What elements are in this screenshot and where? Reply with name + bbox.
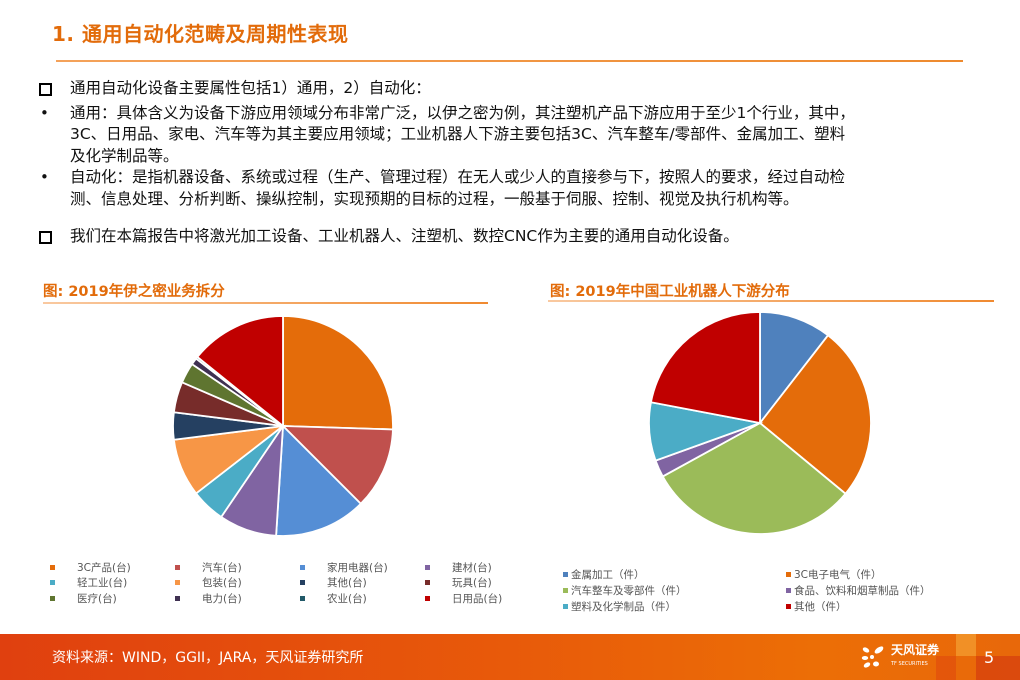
decor-block	[976, 656, 1020, 680]
pie-slice	[661, 421, 847, 535]
chart-title-left: 图: 2019年伊之密业务拆分	[43, 284, 225, 300]
pie-chart-robot-downstream	[648, 311, 872, 535]
legend-item: 日用品(台)	[425, 591, 525, 605]
legend-swatch-icon	[300, 580, 305, 585]
legend-label: 食品、饮料和烟草制品（件）	[794, 585, 931, 597]
legend-item: 汽车整车及零部件（件）	[563, 583, 786, 598]
legend-label: 电力(台)	[202, 592, 242, 605]
bullet-icon: •	[40, 103, 49, 122]
legend-item: 金属加工（件）	[563, 567, 786, 582]
legend-right: 金属加工（件） 3C电子电气（件） 汽车整车及零部件（件） 食品、饮料和烟草制品（件）…	[563, 567, 963, 614]
legend-item: 其他(台)	[300, 576, 425, 590]
legend-item: 其他（件）	[786, 599, 963, 614]
point-2: 我们在本篇报告中将激光加工设备、工业机器人、注塑机、数控CNC作为主要的通用自动…	[38, 226, 978, 251]
legend-label: 玩具(台)	[452, 577, 492, 589]
pie-slice	[280, 425, 394, 506]
legend-swatch-icon	[786, 604, 791, 609]
legend-label: 金属加工（件）	[571, 569, 645, 581]
legend-item: 建材(台)	[425, 560, 525, 574]
legend-swatch-icon	[175, 564, 180, 570]
legend-label: 3C电子电气（件）	[794, 569, 882, 581]
logo-subtext: TF SECURITIES	[891, 661, 928, 667]
legend-label: 汽车(台)	[202, 561, 242, 574]
legend-item: 汽车(台)	[175, 560, 300, 574]
pie-slice	[275, 423, 363, 537]
legend-item: 家用电器(台)	[300, 560, 425, 574]
company-logo: 天风证券 TF SECURITIES	[861, 644, 939, 670]
bullet-icon: •	[40, 168, 49, 186]
source-note: 资料来源：WIND，GGII，JARA，天风证券研究所	[52, 650, 364, 666]
footer-bar: 资料来源：WIND，GGII，JARA，天风证券研究所 天风证券 TF SECUR…	[0, 634, 1020, 680]
legend-item: 3C电子电气（件）	[786, 567, 963, 582]
legend-label: 农业(台)	[327, 592, 367, 605]
legend-swatch-icon	[300, 595, 305, 601]
legend-swatch-icon	[425, 595, 430, 601]
pie-slice	[282, 315, 394, 431]
legend-swatch-icon	[563, 604, 568, 609]
legend-item: 医疗(台)	[50, 591, 175, 605]
page-number: 5	[984, 648, 995, 667]
legend-item: 食品、饮料和烟草制品（件）	[786, 583, 963, 598]
legend-label: 汽车整车及零部件（件）	[571, 585, 687, 597]
legend-label: 建材(台)	[452, 561, 492, 574]
logo-text: 天风证券	[891, 643, 940, 657]
pie-slice	[649, 311, 761, 425]
legend-item: 玩具(台)	[425, 576, 525, 590]
legend-item: 3C产品(台)	[50, 560, 175, 574]
bullet-automation: • 自动化：是指机器设备、系统或过程（生产、管理过程）在无人或少人的直接参与下，…	[40, 168, 846, 208]
legend-label: 包装(台)	[202, 577, 242, 589]
legend-label: 其他(台)	[327, 577, 367, 589]
legend-swatch-icon	[50, 564, 55, 570]
legend-item: 轻工业(台)	[50, 576, 175, 590]
chart-divider-right	[548, 300, 994, 302]
legend-label: 其他（件）	[794, 601, 847, 613]
legend-label: 轻工业(台)	[77, 577, 128, 589]
pie-slice	[759, 311, 830, 426]
legend-swatch-icon	[175, 595, 180, 601]
pie-chart-yizumi	[172, 315, 394, 537]
body-text: 通用自动化设备主要属性包括1）通用，2）自动化： • 通用：具体含义为设备下游应…	[38, 78, 978, 251]
legend-swatch-icon	[786, 572, 791, 577]
legend-swatch-icon	[50, 580, 55, 585]
legend-swatch-icon	[50, 595, 55, 601]
square-bullet-icon	[39, 83, 52, 96]
pie-slice	[758, 334, 872, 496]
chart-divider-left	[43, 302, 488, 304]
bullet-general: • 通用：具体含义为设备下游应用领域分布非常广泛，以伊之密为例，其注塑机产品下游…	[40, 103, 855, 165]
chart-title-right: 图: 2019年中国工业机器人下游分布	[550, 284, 790, 300]
legend-item: 塑料及化学制品（件）	[563, 599, 786, 614]
legend-label: 3C产品(台)	[77, 561, 131, 574]
legend-swatch-icon	[425, 580, 430, 585]
page-title: 1. 通用自动化范畴及周期性表现	[52, 22, 349, 46]
legend-label: 日用品(台)	[452, 592, 503, 605]
legend-swatch-icon	[786, 588, 791, 593]
title-divider	[56, 60, 963, 62]
legend-swatch-icon	[563, 588, 568, 593]
legend-swatch-icon	[563, 572, 568, 577]
legend-swatch-icon	[175, 580, 180, 585]
legend-item: 电力(台)	[175, 591, 300, 605]
decor-block	[936, 656, 956, 680]
legend-label: 家用电器(台)	[327, 561, 388, 574]
legend-swatch-icon	[425, 564, 430, 570]
square-bullet-icon	[39, 231, 52, 244]
legend-label: 塑料及化学制品（件）	[571, 601, 676, 613]
legend-item: 农业(台)	[300, 591, 425, 605]
legend-swatch-icon	[300, 564, 305, 570]
legend-label: 医疗(台)	[77, 592, 117, 605]
pie-slice	[196, 315, 284, 428]
point-1: 通用自动化设备主要属性包括1）通用，2）自动化：	[38, 78, 978, 103]
legend-left: 3C产品(台) 汽车(台) 家用电器(台) 建材(台) 轻工业(台) 包装(台) 其他(台)…	[50, 560, 510, 605]
flower-logo-icon	[861, 646, 884, 668]
legend-item: 包装(台)	[175, 576, 300, 590]
decor-block	[956, 634, 976, 656]
